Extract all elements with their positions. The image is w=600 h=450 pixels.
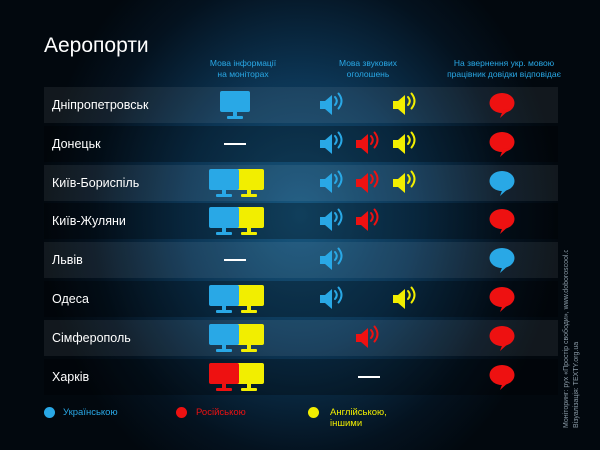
announcements-cell <box>320 208 379 232</box>
help-desk-cell <box>489 325 515 351</box>
airport-name: Київ-Бориспіль <box>52 175 140 190</box>
help-desk-cell <box>489 170 515 196</box>
speaker-icon-uk <box>320 247 343 271</box>
speaker-icon-en <box>393 286 416 309</box>
monitor-icon-en <box>234 207 264 236</box>
table-row <box>44 203 558 240</box>
credits-value-visualization: TEXTY.org.ua <box>573 342 580 386</box>
column-header-help-desk: На звернення укр. мовою працівник довідк… <box>447 58 561 79</box>
monitor-icon-uk <box>209 323 239 352</box>
speech-bubble-icon-ru <box>489 131 515 157</box>
svg-text:Візуалізація: TEXTY.org.ua: Візуалізація: TEXTY.org.ua <box>572 342 580 428</box>
speaker-icon-en <box>393 131 416 154</box>
legend-dot-uk <box>44 407 55 418</box>
speaker-icon-uk <box>320 286 343 309</box>
column-header-announcements: Мова звукових оголошень <box>339 58 397 79</box>
monitors-cell <box>209 323 264 352</box>
speaker-icon-uk <box>320 170 343 193</box>
speaker-icon-en <box>393 170 416 193</box>
airport-name: Одеса <box>52 292 89 306</box>
speaker-icon-en <box>393 92 416 115</box>
airport-name: Дніпропетровськ <box>52 98 149 112</box>
announcements-cell <box>320 286 416 309</box>
speaker-icon-ru <box>356 131 379 154</box>
help-desk-cell <box>489 364 515 390</box>
speech-bubble-icon-ru <box>489 93 515 118</box>
monitor-icon-uk <box>209 168 239 197</box>
speech-bubble-icon-ru <box>489 287 515 312</box>
monitor-icon-uk <box>209 285 239 313</box>
legend-label-ru: Російською <box>196 407 246 418</box>
speech-bubble-icon-ru <box>489 325 515 351</box>
help-desk-cell <box>489 248 515 274</box>
speech-bubble-icon-ru <box>489 364 515 390</box>
speaker-icon-uk <box>320 131 343 154</box>
credits-label-visualization: Візуалізація: <box>572 387 580 428</box>
monitor-icon-en <box>234 323 264 352</box>
table-row <box>44 319 558 356</box>
speaker-icon-uk <box>320 92 343 115</box>
legend-dot-ru <box>176 407 187 418</box>
monitor-icon-en <box>234 168 264 197</box>
legend-label-en: Англійською, іншими <box>330 407 387 429</box>
monitors-cell <box>220 91 250 119</box>
monitors-cell <box>224 142 246 145</box>
help-desk-cell <box>489 209 515 235</box>
help-desk-cell <box>489 131 515 157</box>
help-desk-cell <box>489 287 515 312</box>
legend-dot-en <box>308 407 319 418</box>
monitors-cell <box>209 362 264 391</box>
announcements-cell <box>356 325 379 348</box>
monitors-cell <box>209 285 264 313</box>
monitor-icon-uk <box>209 207 239 236</box>
announcements-cell <box>358 375 380 378</box>
credits: Моніторинг: pyx «Простір свободи», www.d… <box>562 250 580 428</box>
speaker-icon-ru <box>356 208 379 232</box>
monitors-cell <box>209 168 264 197</box>
announcements-cell <box>320 92 416 115</box>
announcements-cell <box>320 131 416 154</box>
airport-name: Сімферополь <box>52 330 131 345</box>
svg-text:Моніторинг: pyx «Простір свобо: Моніторинг: pyx «Простір свободи», www.d… <box>562 250 570 428</box>
monitor-icon-uk <box>220 91 250 119</box>
speech-bubble-icon-uk <box>489 248 515 274</box>
airport-name: Київ-Жуляни <box>52 214 126 229</box>
help-desk-cell <box>489 93 515 118</box>
announcements-cell <box>320 170 416 193</box>
table-row <box>44 358 558 395</box>
legend-label-uk: Українською <box>63 407 118 418</box>
announcements-cell <box>320 247 343 271</box>
credits-label-monitoring: Моніторинг: <box>562 390 570 428</box>
credits-value-monitoring: pyx «Простір свободи», www.doboroscool.o… <box>562 250 570 388</box>
monitors-cell <box>224 259 246 262</box>
monitor-icon-en <box>234 285 264 313</box>
speaker-icon-ru <box>356 170 379 193</box>
page-title: Аеропорти <box>44 34 149 57</box>
speaker-icon-ru <box>356 325 379 348</box>
table-row <box>44 125 558 162</box>
column-header-monitors: Мова інформації на моніторах <box>209 58 277 79</box>
table-row <box>44 164 558 201</box>
table-row <box>44 242 558 279</box>
table-row <box>44 281 558 317</box>
table-row <box>44 87 558 123</box>
monitors-cell <box>209 207 264 236</box>
monitor-icon-en <box>234 362 264 391</box>
airport-name: Харків <box>52 369 90 384</box>
speech-bubble-icon-ru <box>489 209 515 235</box>
speech-bubble-icon-uk <box>489 170 515 196</box>
speaker-icon-uk <box>320 208 343 232</box>
monitor-icon-ru <box>209 362 239 391</box>
airport-name: Донецьк <box>52 136 101 151</box>
airport-name: Львів <box>52 253 83 268</box>
